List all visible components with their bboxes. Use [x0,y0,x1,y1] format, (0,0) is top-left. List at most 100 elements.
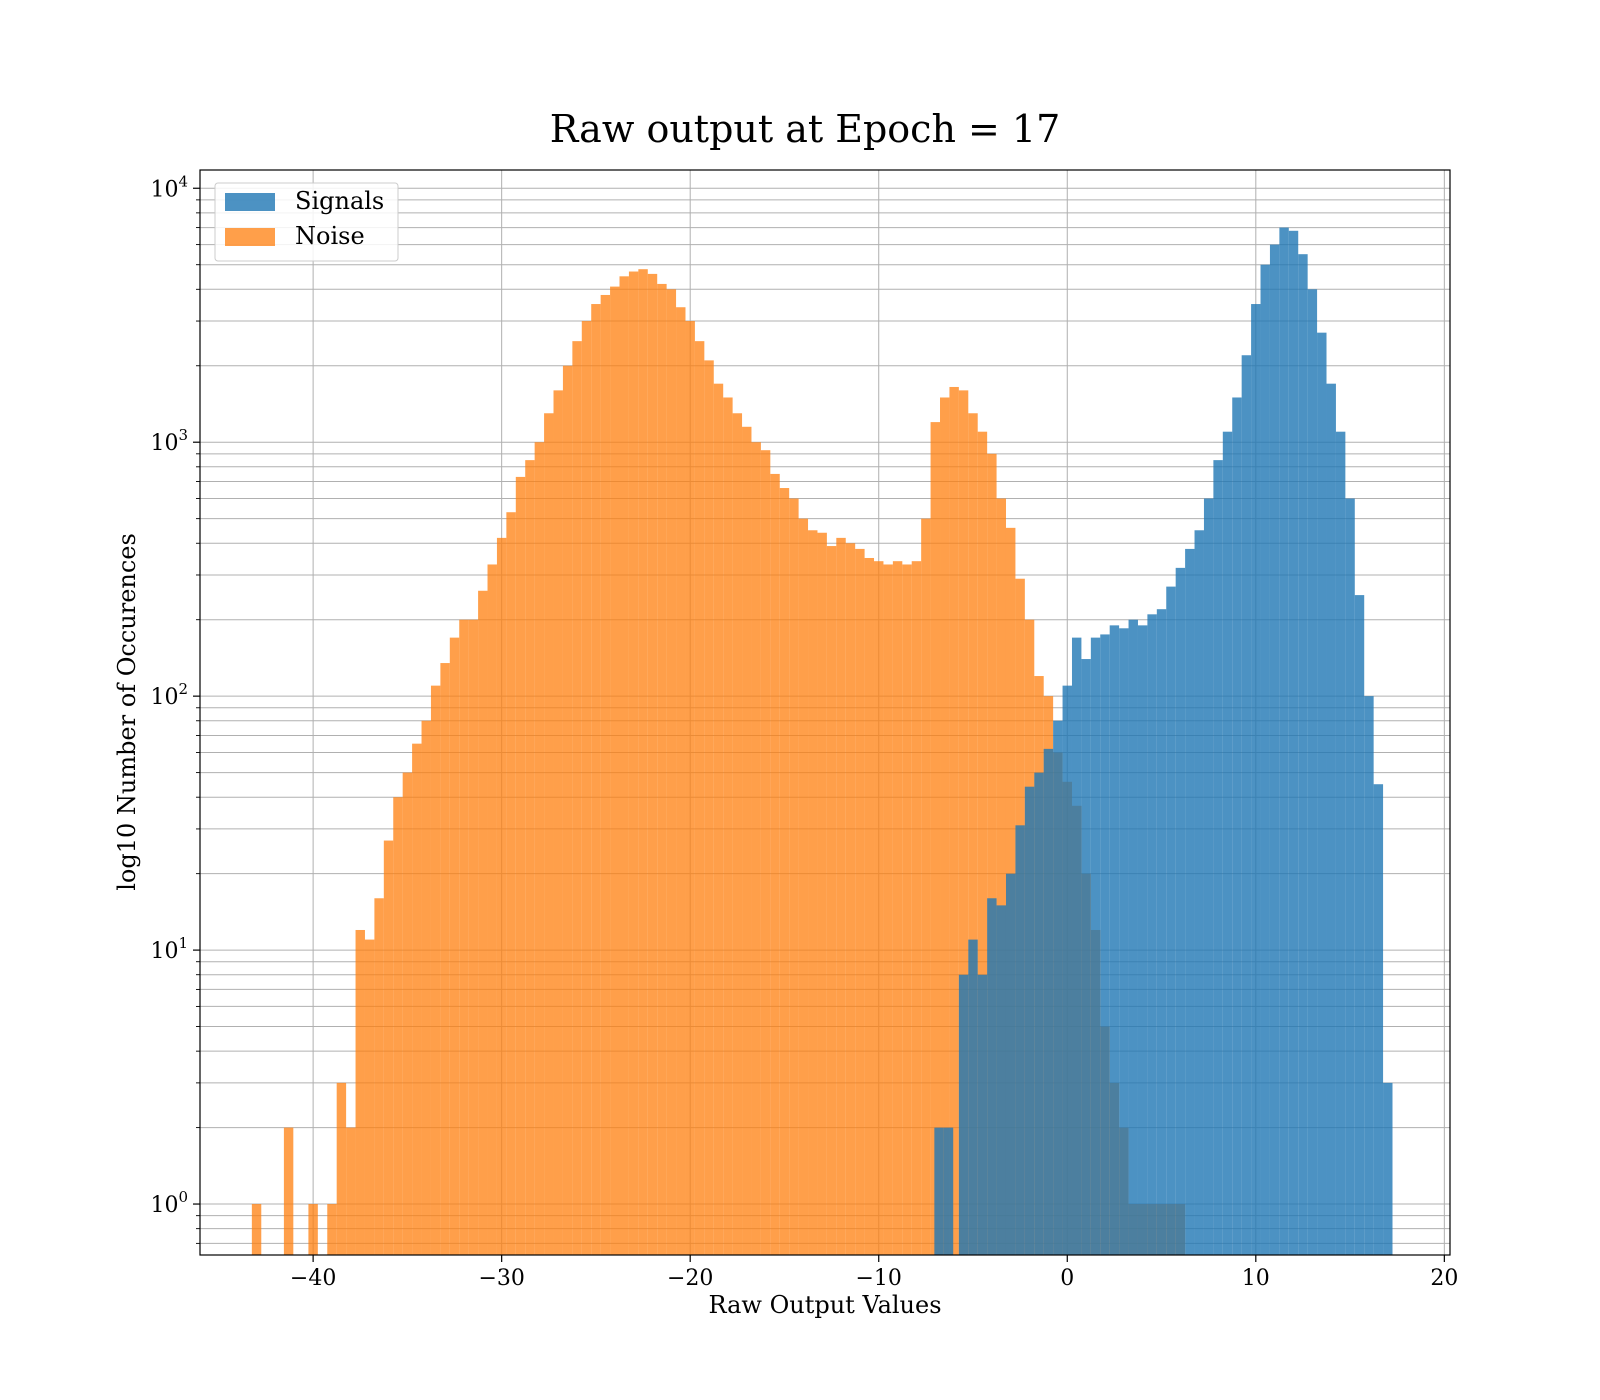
y-tick-label: 104 [150,172,188,202]
noise-bar [855,548,865,1255]
noise-bar [581,321,592,1255]
signals-bar [1364,696,1374,1255]
noise-bar [977,431,988,1255]
noise-bar [864,557,875,1255]
noise-bar [798,518,809,1255]
noise-bar [600,294,611,1255]
noise-bar [355,929,365,1255]
noise-bar [685,321,695,1255]
signals-bar [1015,825,1025,1255]
x-tick-label: 20 [1430,1266,1458,1291]
noise-bar [949,386,959,1255]
noise-bar [723,397,733,1256]
noise-bar [732,413,743,1255]
noise-bar [987,453,997,1256]
signals-bar [1222,431,1233,1255]
noise-bar [742,426,752,1255]
signals-bar [1279,227,1289,1255]
noise-bar [892,561,903,1255]
signals-bar [958,974,969,1255]
signals-bar [1203,498,1214,1255]
x-tick-label: −40 [290,1266,336,1291]
noise-bar [808,530,818,1255]
noise-bar [996,498,1006,1255]
noise-bar [487,564,497,1255]
noise-bar [826,546,837,1255]
noise-bar [383,840,394,1255]
noise-bar [836,537,846,1255]
signals-bar [1288,230,1299,1256]
noise-bar [713,383,724,1256]
signals-bar [1053,720,1063,1255]
signals-bar [1043,748,1054,1255]
x-tick-label: 10 [1242,1266,1270,1291]
noise-bar [506,512,516,1255]
signals-bar [1071,637,1082,1255]
noise-bar [845,543,856,1255]
legend-label-noise: Noise [295,222,365,250]
signals-bar [1081,659,1091,1255]
x-tick-label: −30 [478,1266,524,1291]
signals-bar [1326,383,1336,1256]
signals-bar [1307,289,1318,1255]
signals-bar [1185,548,1195,1255]
noise-bar [544,413,554,1255]
noise-bar [930,422,941,1255]
noise-bar [779,488,790,1255]
chart-title: Raw output at Epoch = 17 [550,107,1061,151]
noise-bar [628,271,639,1256]
noise-bar [940,397,950,1256]
signals-bar [1175,567,1186,1255]
noise-bar [770,473,780,1255]
noise-bar [496,537,507,1255]
noise-bar [440,663,450,1255]
noise-bar [251,1204,262,1255]
signals-bar [996,905,1006,1255]
signals-bar [1166,586,1176,1255]
noise-bar [619,276,629,1255]
plot-frame [199,169,1451,1256]
signals-bar [1128,619,1138,1255]
noise-bar [393,797,403,1255]
signals-bar [1109,625,1120,1255]
signals-bar [1269,244,1280,1255]
signals-bar [977,974,988,1255]
signals-bar [1100,634,1110,1255]
noise-bar [364,939,375,1255]
noise-bar [647,273,658,1255]
noise-bar [283,1127,294,1255]
noise-bar [591,304,601,1256]
noise-bar [666,289,677,1255]
signals-bar [1373,784,1384,1255]
signals-bar [1383,1082,1393,1255]
noise-bar [430,685,441,1255]
signals-bar [1260,264,1270,1255]
signals-bar [1335,431,1346,1255]
legend: Signals Noise [214,182,399,262]
noise-bar [610,286,620,1256]
noise-bar [308,1204,318,1255]
noise-bar [572,341,582,1255]
legend-swatch-signals [225,193,275,211]
signals-bar [1034,772,1044,1255]
signals-bar [1137,625,1148,1255]
y-tick-label: 101 [150,934,188,964]
signals-bar [934,1127,944,1255]
signals-bar [1251,304,1261,1256]
x-tick-label: 0 [1060,1266,1074,1291]
signals-bar [1241,355,1252,1256]
signals-bar [1194,530,1204,1255]
noise-bar [968,413,978,1255]
noise-bar [958,390,969,1256]
axis-ticks: −40 −30 −20 −10 0 10 20 100 101 102 103 104 [150,172,1458,1291]
noise-bar [921,518,931,1255]
signals-bar [1298,254,1308,1255]
legend-swatch-noise [225,228,275,246]
noise-bar [911,561,922,1255]
signals-bar [1317,332,1327,1255]
signals-bar [1090,637,1101,1255]
signals-bar [987,898,997,1255]
noise-bar [421,720,431,1255]
noise-bar [402,772,413,1255]
